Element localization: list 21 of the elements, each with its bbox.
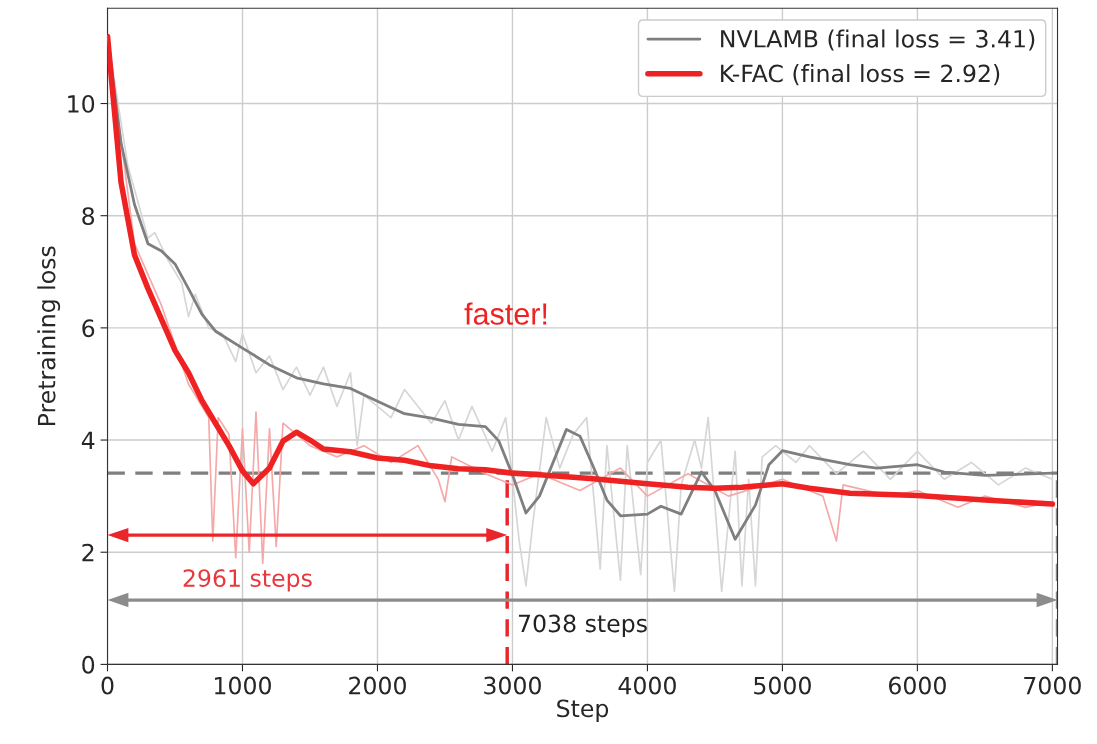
y-tick-label: 10 [68,94,95,113]
y-tick-label: 6 [82,319,95,338]
annotation: faster! [464,302,547,325]
annotation: 2961 steps [183,569,312,592]
x-tick-label: 0 [101,676,114,695]
y-axis-title: Pretraining loss [37,246,61,426]
x-tick-label: 1000 [215,676,271,695]
x-axis-title: Step [557,699,609,722]
y-tick-label: 0 [82,655,95,674]
x-tick-label: 6000 [889,676,946,695]
x-tick-label: 3000 [484,676,541,695]
annotation: 7038 steps [518,614,647,637]
x-tick-label: 2000 [349,676,406,695]
y-tick-label: 2 [82,543,94,562]
legend-label: NVLAMB (final loss = 3.41) [721,29,1035,51]
y-tick-label: 8 [82,207,95,226]
x-tick-label: 4000 [618,676,676,695]
legend-label: K-FAC (final loss = 2.92) [721,64,1000,86]
x-tick-label: 7000 [1024,676,1081,695]
x-tick-label: 5000 [754,676,811,695]
y-tick-label: 4 [81,431,95,450]
